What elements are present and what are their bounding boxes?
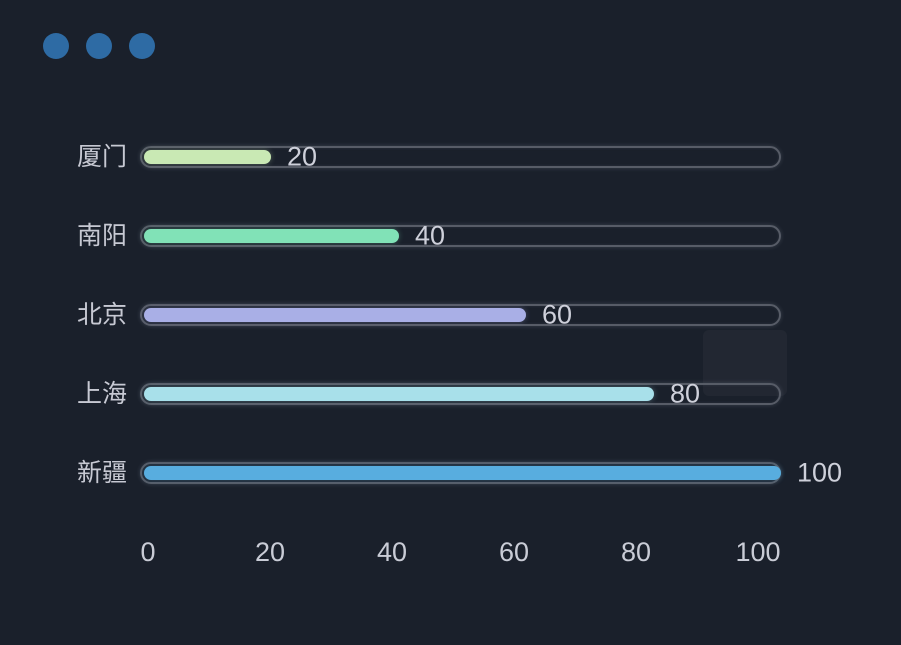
bar-value-label: 100 xyxy=(797,457,843,488)
bar-track: 80 xyxy=(140,379,781,409)
bar-fill[interactable] xyxy=(144,308,526,322)
x-axis-tick-label: 20 xyxy=(254,537,286,567)
category-label: 新疆 xyxy=(76,459,127,487)
x-axis-tick-label: 100 xyxy=(735,537,781,567)
x-axis-tick-label: 60 xyxy=(498,537,530,567)
bar-value-label: 60 xyxy=(542,299,573,330)
bar-row: 上海 80 xyxy=(65,379,781,409)
bar-value-label: 20 xyxy=(287,141,318,172)
category-label: 上海 xyxy=(76,380,127,408)
bar-track: 100 xyxy=(140,458,842,488)
window-dot-icon[interactable] xyxy=(86,33,112,59)
bar-row: 北京 60 xyxy=(65,300,781,330)
x-axis: 0 20 40 60 80 100 xyxy=(140,537,781,569)
bar-row: 南阳 40 xyxy=(65,221,781,251)
window-dots xyxy=(43,33,155,59)
x-axis-tick-label: 80 xyxy=(620,537,652,567)
bar-track: 20 xyxy=(140,142,781,172)
x-axis-tick-label: 40 xyxy=(376,537,408,567)
x-axis-tick-label: 0 xyxy=(140,537,156,567)
bar-row: 新疆 100 xyxy=(65,458,842,488)
window-dot-icon[interactable] xyxy=(43,33,69,59)
bar-track: 40 xyxy=(140,221,781,251)
bar-fill[interactable] xyxy=(144,387,654,401)
category-label: 厦门 xyxy=(76,143,127,171)
category-label: 南阳 xyxy=(76,222,127,250)
bar-row: 厦门 20 xyxy=(65,142,781,172)
bar-value-label: 40 xyxy=(415,220,446,251)
bar-fill[interactable] xyxy=(144,229,399,243)
window-dot-icon[interactable] xyxy=(129,33,155,59)
bar-rows: 厦门 20 南阳 40 北京 60 上海 80 新疆 100 xyxy=(65,142,842,488)
bar-fill[interactable] xyxy=(144,150,271,164)
bar-fill[interactable] xyxy=(144,466,781,480)
bar-value-label: 80 xyxy=(670,378,701,409)
bar-track: 60 xyxy=(140,300,781,330)
category-label: 北京 xyxy=(76,301,127,329)
